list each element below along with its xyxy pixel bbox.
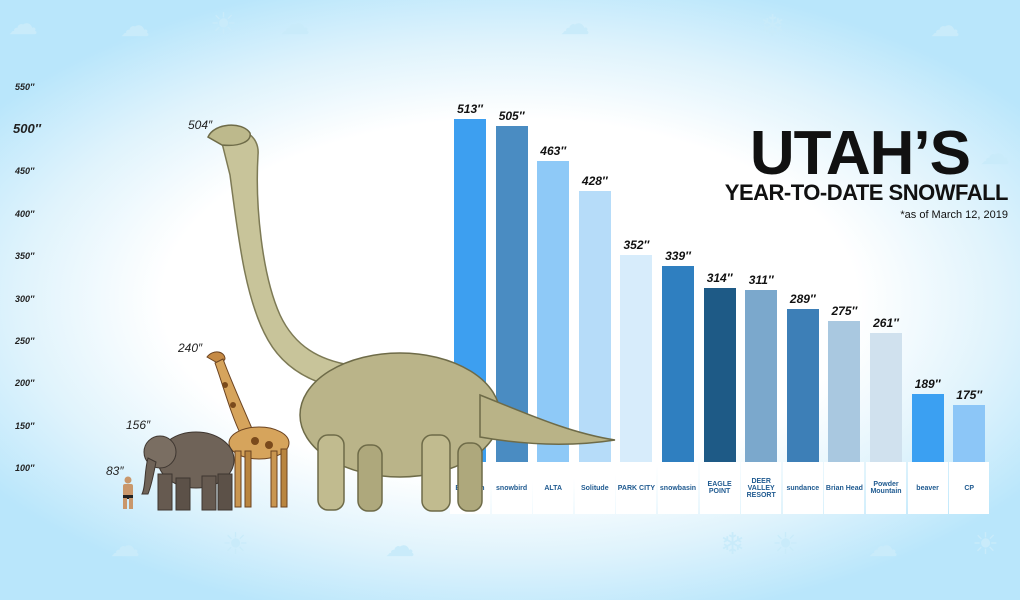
resort-logo: Brian Head — [824, 462, 865, 514]
bar-solitude — [578, 191, 611, 512]
y-tick-label: 250″ — [15, 335, 35, 346]
cloud-icon: ☁ — [980, 138, 1010, 171]
y-tick-label: 350″ — [15, 251, 35, 262]
cloud-icon: ☁ — [385, 530, 415, 563]
resort-logo: EAGLE POINT — [699, 462, 740, 514]
bar-snowbird — [495, 125, 528, 512]
y-tick-label: 500″ — [13, 121, 41, 136]
human-height-label: 83″ — [106, 464, 124, 478]
y-tick-label: 100″ — [15, 463, 35, 473]
cloud-icon: ☁ — [8, 8, 38, 41]
bar-value-label: 352″ — [623, 238, 650, 253]
sun-icon: ☀ — [210, 8, 237, 41]
resort-logo: DEER VALLEY RESORT — [741, 462, 782, 514]
chart-note: *as of March 12, 2019 — [900, 209, 1008, 221]
dinosaur-illustration — [207, 124, 616, 512]
cloud-icon: ☁ — [560, 8, 590, 41]
elephant-illustration — [141, 431, 235, 511]
resort-logo: CP — [949, 462, 990, 514]
chart-title: UTAH’S — [749, 119, 971, 188]
cloud-icon: ☁ — [868, 530, 898, 563]
bar-value-label: 463″ — [540, 144, 567, 159]
y-tick-label: 550″ — [15, 81, 35, 92]
bar-value-label: 275″ — [831, 303, 858, 318]
y-tick-label: 300″ — [15, 293, 35, 304]
sun-icon: ☀ — [222, 528, 249, 561]
cloud-icon: ☁ — [280, 8, 310, 41]
resort-logo: snowbird — [491, 462, 532, 514]
sun-icon: ☀ — [772, 528, 799, 561]
bar-value-label: 261″ — [873, 315, 899, 330]
y-tick-label: 400″ — [15, 208, 35, 219]
resort-logo: Powder Mountain — [866, 462, 906, 514]
resort-logo: Solitude — [574, 462, 615, 514]
human-illustration — [123, 476, 133, 509]
cloud-icon: ☁ — [120, 10, 150, 43]
bar-value-label: 339″ — [665, 249, 691, 264]
y-tick-label: 150″ — [15, 420, 35, 431]
resort-logo: sundance — [782, 462, 823, 514]
bar-value-label: 311″ — [748, 273, 774, 288]
bar-value-label: 428″ — [581, 174, 608, 189]
bar-value-label: 175″ — [956, 388, 983, 403]
resort-logo: ALTA — [533, 462, 574, 514]
giraffe-illustration — [206, 351, 290, 508]
giraffe-height-label: 240″ — [178, 341, 203, 355]
bar-value-label: 189″ — [914, 376, 941, 391]
bar-value-label: 505″ — [498, 108, 525, 123]
cloud-icon: ☁ — [930, 10, 960, 43]
resort-logo: beaver — [907, 462, 948, 514]
bar-alta — [537, 161, 570, 512]
dinosaur-height-label: 504″ — [188, 118, 213, 132]
bar-value-label: 314″ — [706, 270, 733, 285]
chart-subtitle: YEAR-TO-DATE SNOWFALL — [724, 180, 1009, 205]
bar-value-label: 513″ — [457, 101, 483, 116]
sun-icon: ☀ — [972, 528, 999, 561]
resort-logo: snowbasin — [658, 462, 698, 514]
elephant-height-label: 156″ — [126, 418, 151, 432]
cloud-icon: ☁ — [110, 530, 140, 563]
snowflake-icon: ❄ — [760, 10, 786, 43]
snowflake-icon: ❄ — [720, 528, 746, 561]
y-tick-label: 450″ — [15, 166, 35, 177]
resort-logo: PARK CITY — [616, 462, 657, 514]
y-tick-label: 200″ — [15, 378, 35, 389]
bar-value-label: 289″ — [789, 291, 816, 306]
